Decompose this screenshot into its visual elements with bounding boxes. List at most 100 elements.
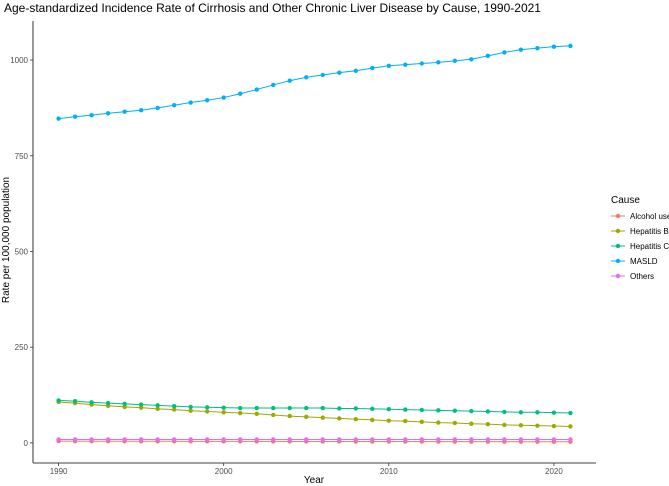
point-hepatitis-c-2003 [271, 405, 276, 411]
point-others-2014 [452, 437, 458, 442]
legend-item-others: Others [611, 272, 654, 281]
point-hepatitis-c-2011 [403, 407, 408, 412]
point-others-1998 [188, 437, 193, 442]
chart-title: Age-standardized Incidence Rate of Cirrh… [4, 1, 541, 15]
point-masld-2004 [287, 78, 292, 83]
point-hepatitis-b-2016 [485, 421, 491, 427]
series-others [56, 437, 573, 442]
point-hepatitis-b-2013 [436, 420, 441, 425]
legend-label-hepatitis-b: Hepatitis B [630, 227, 669, 236]
point-masld-2020 [551, 44, 557, 49]
y-axis: 0 250 500 750 1000 [10, 21, 34, 463]
series-hepatitis-c [56, 398, 573, 416]
point-others-2015 [469, 437, 474, 442]
point-hepatitis-c-1997 [171, 403, 177, 409]
point-masld-2008 [353, 68, 358, 73]
point-others-2017 [502, 437, 507, 442]
point-hepatitis-c-2009 [370, 406, 375, 412]
point-hepatitis-b-1995 [138, 405, 144, 410]
point-hepatitis-b-2011 [403, 418, 408, 424]
legend-key-point-masld [615, 258, 621, 264]
y-axis-title: Rate per 100,000 population [1, 177, 12, 303]
point-masld-1995 [138, 108, 144, 113]
x-axis: 1990 2000 2010 2020 [33, 462, 596, 476]
point-masld-1993 [105, 111, 111, 116]
point-hepatitis-c-2019 [535, 410, 540, 415]
point-hepatitis-b-2007 [337, 416, 342, 421]
point-masld-2021 [568, 43, 573, 49]
point-others-1995 [138, 437, 144, 442]
point-others-1996 [155, 437, 160, 442]
point-hepatitis-c-2015 [469, 408, 474, 414]
point-masld-2016 [485, 53, 491, 59]
legend-key-point-others [615, 273, 621, 279]
point-hepatitis-c-2006 [320, 405, 325, 411]
x-axis-title: Year [304, 475, 325, 486]
point-others-2008 [353, 437, 358, 442]
legend-item-hepatitis-b: Hepatitis B [611, 227, 669, 236]
y-tick-label-0: 0 [24, 439, 29, 448]
point-hepatitis-c-1999 [204, 405, 210, 410]
point-hepatitis-c-2018 [518, 410, 524, 415]
point-hepatitis-c-1993 [105, 400, 111, 406]
point-masld-2013 [436, 60, 441, 65]
point-hepatitis-b-2021 [568, 424, 573, 429]
point-hepatitis-b-2018 [518, 423, 524, 428]
point-masld-1990 [56, 116, 61, 121]
point-hepatitis-c-1998 [188, 404, 193, 410]
point-others-1993 [105, 437, 111, 442]
point-masld-2009 [370, 65, 375, 71]
point-others-2003 [271, 437, 276, 442]
point-hepatitis-c-2012 [419, 407, 425, 413]
point-hepatitis-c-2021 [568, 410, 573, 416]
point-hepatitis-c-2016 [485, 409, 491, 414]
point-masld-1999 [204, 98, 210, 103]
point-hepatitis-b-2008 [353, 416, 358, 422]
point-hepatitis-b-2000 [221, 410, 226, 415]
point-hepatitis-b-2017 [502, 422, 507, 428]
plot-area [56, 43, 573, 444]
point-hepatitis-b-1997 [171, 407, 177, 412]
legend-key-point-hepatitis-c [615, 243, 621, 249]
point-hepatitis-c-1991 [72, 398, 78, 404]
point-masld-2014 [452, 58, 458, 64]
point-hepatitis-c-2007 [337, 406, 342, 411]
point-others-2002 [254, 437, 259, 442]
series-hepatitis-b [56, 399, 573, 429]
point-masld-2010 [386, 63, 391, 68]
point-others-2013 [436, 437, 441, 442]
point-hepatitis-c-2013 [436, 408, 441, 413]
point-others-2007 [337, 437, 342, 442]
point-hepatitis-b-1999 [204, 409, 210, 414]
point-masld-2007 [337, 70, 342, 75]
x-tick-label-2000: 2000 [215, 467, 233, 476]
point-hepatitis-b-2003 [271, 412, 276, 418]
point-hepatitis-b-2004 [287, 413, 292, 419]
point-hepatitis-b-1996 [155, 406, 160, 412]
point-hepatitis-c-2008 [353, 406, 358, 411]
point-hepatitis-b-2015 [469, 421, 474, 426]
legend-label-alcohol-use: Alcohol use [630, 212, 669, 221]
point-hepatitis-b-2014 [452, 420, 458, 426]
point-masld-2006 [320, 72, 325, 78]
point-others-1991 [72, 437, 78, 442]
point-others-2006 [320, 437, 325, 442]
x-tick-label-1990: 1990 [50, 467, 68, 476]
legend-key-point-hepatitis-b [615, 228, 621, 234]
point-hepatitis-c-1994 [122, 401, 127, 407]
point-hepatitis-c-1992 [89, 400, 94, 405]
legend-item-alcohol-use: Alcohol use [611, 212, 669, 221]
point-hepatitis-c-2005 [304, 405, 309, 411]
point-hepatitis-b-2009 [370, 417, 375, 423]
point-hepatitis-c-2004 [287, 405, 292, 411]
point-masld-2012 [419, 61, 425, 66]
point-masld-1991 [72, 114, 78, 119]
point-others-2020 [551, 437, 557, 442]
series-line-hepatitis-b [58, 401, 571, 427]
point-masld-1997 [171, 103, 177, 108]
point-masld-2019 [535, 45, 540, 51]
point-others-2012 [419, 437, 425, 442]
point-hepatitis-c-2014 [452, 408, 458, 413]
point-others-1994 [122, 437, 127, 442]
